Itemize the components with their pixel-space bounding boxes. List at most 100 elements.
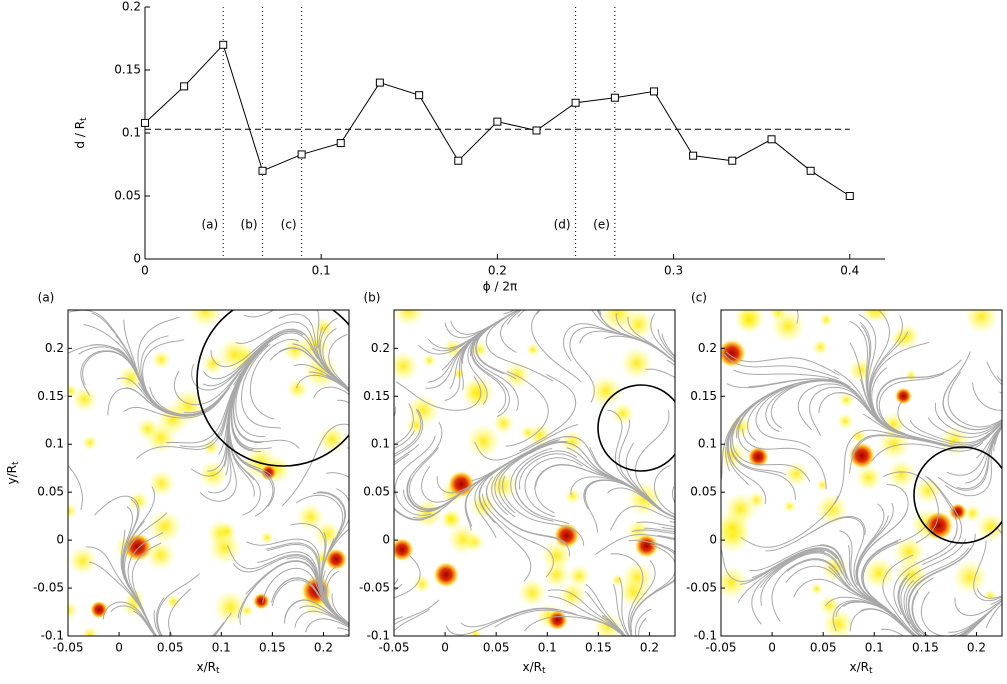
vortex-core xyxy=(923,510,954,541)
streamline xyxy=(585,583,627,636)
vorticity-blob xyxy=(188,310,223,328)
x-axis-label: x/Rt xyxy=(196,660,219,676)
vorticity-blob xyxy=(904,369,918,382)
streamline xyxy=(903,579,974,636)
streamline xyxy=(849,608,915,636)
vorticity-blob xyxy=(964,310,999,334)
streamline xyxy=(305,618,349,633)
streamline xyxy=(184,338,274,414)
streamline xyxy=(653,464,675,515)
streamline xyxy=(976,588,1002,599)
vortex-core xyxy=(90,600,108,619)
streamline xyxy=(494,609,610,628)
x-tick-label: -0.05 xyxy=(52,641,83,655)
streamline xyxy=(436,447,535,494)
streamline xyxy=(107,387,202,417)
x-tick-label: 0.05 xyxy=(157,641,184,655)
streamline xyxy=(228,414,261,516)
streamline xyxy=(631,529,675,534)
streamline xyxy=(885,427,999,449)
streamline xyxy=(417,310,519,355)
panel-label: (c) xyxy=(691,291,707,305)
y-tick-label: 0.15 xyxy=(37,389,64,403)
streamline xyxy=(610,553,644,636)
streamline xyxy=(233,379,300,449)
streamline xyxy=(862,519,931,601)
streamline xyxy=(235,321,325,367)
streamline xyxy=(964,424,1002,484)
streamline xyxy=(642,491,675,518)
streamline xyxy=(842,601,916,636)
vorticity-blob xyxy=(296,503,325,531)
vortex-core xyxy=(253,592,270,610)
streamline xyxy=(395,375,482,411)
vorticity-blob xyxy=(412,574,432,594)
y-tick-label: 0.1 xyxy=(45,437,64,451)
marker-label: (b) xyxy=(241,218,258,232)
streamline xyxy=(514,450,578,516)
streamline xyxy=(976,424,1002,459)
x-axis-label: x/Rt xyxy=(522,660,545,676)
streamline xyxy=(860,608,967,636)
y-tick-label: 0 xyxy=(382,533,390,547)
data-point xyxy=(650,87,659,96)
vorticity-blob xyxy=(983,589,997,603)
vorticity-blob xyxy=(208,531,242,565)
streamline xyxy=(173,359,251,406)
streamline xyxy=(751,550,825,625)
streamline xyxy=(627,316,675,363)
vorticity-blob xyxy=(558,581,586,609)
vorticity-blob xyxy=(447,524,479,555)
streamline xyxy=(882,471,939,544)
streamline xyxy=(634,608,652,636)
streamline xyxy=(871,442,984,462)
vorticity-blob xyxy=(148,469,175,497)
streamline xyxy=(947,371,1002,428)
streamline xyxy=(893,527,958,616)
data-point xyxy=(454,156,463,165)
vorticity-blob xyxy=(822,608,855,636)
data-point xyxy=(532,126,541,135)
streamline xyxy=(986,361,1002,386)
streamline xyxy=(239,560,317,625)
streamline xyxy=(326,472,349,552)
streamline xyxy=(869,341,930,425)
streamline xyxy=(751,547,848,580)
vortex-core xyxy=(634,534,659,558)
streamline xyxy=(828,566,917,636)
vorticity-blob xyxy=(881,411,906,437)
vorticity-blob xyxy=(618,576,650,608)
vorticity-blob xyxy=(128,491,149,512)
streamline xyxy=(262,567,340,618)
streamline xyxy=(519,373,577,452)
streamline xyxy=(246,538,323,595)
streamline xyxy=(737,380,813,453)
streamline xyxy=(517,310,611,328)
vorticity-blob xyxy=(165,594,181,609)
vorticity-blob xyxy=(520,425,535,440)
vorticity-blob xyxy=(952,559,988,595)
y-tick-label: 0.2 xyxy=(122,0,141,14)
streamline xyxy=(834,429,900,505)
streamline xyxy=(293,363,349,392)
x-axis-label: x/Rt xyxy=(849,660,872,676)
vorticity-blob xyxy=(770,310,805,344)
streamline xyxy=(123,387,230,419)
streamline xyxy=(536,310,638,340)
vortex-core xyxy=(433,561,459,588)
streamline xyxy=(102,601,157,636)
x-tick-label: 0.4 xyxy=(840,264,859,278)
streamline xyxy=(510,447,554,522)
vorticity-blob xyxy=(406,394,440,427)
streamline xyxy=(727,406,767,504)
vorticity-blob xyxy=(816,478,829,492)
streamline xyxy=(737,549,838,603)
streamline xyxy=(479,482,532,582)
streamline xyxy=(294,610,349,628)
vorticity-blob xyxy=(783,461,809,487)
field-image xyxy=(394,310,675,636)
y-axis-label: d / Rt xyxy=(73,117,89,149)
data-point xyxy=(571,98,580,107)
streamline xyxy=(569,326,614,403)
streamline xyxy=(934,402,1002,434)
